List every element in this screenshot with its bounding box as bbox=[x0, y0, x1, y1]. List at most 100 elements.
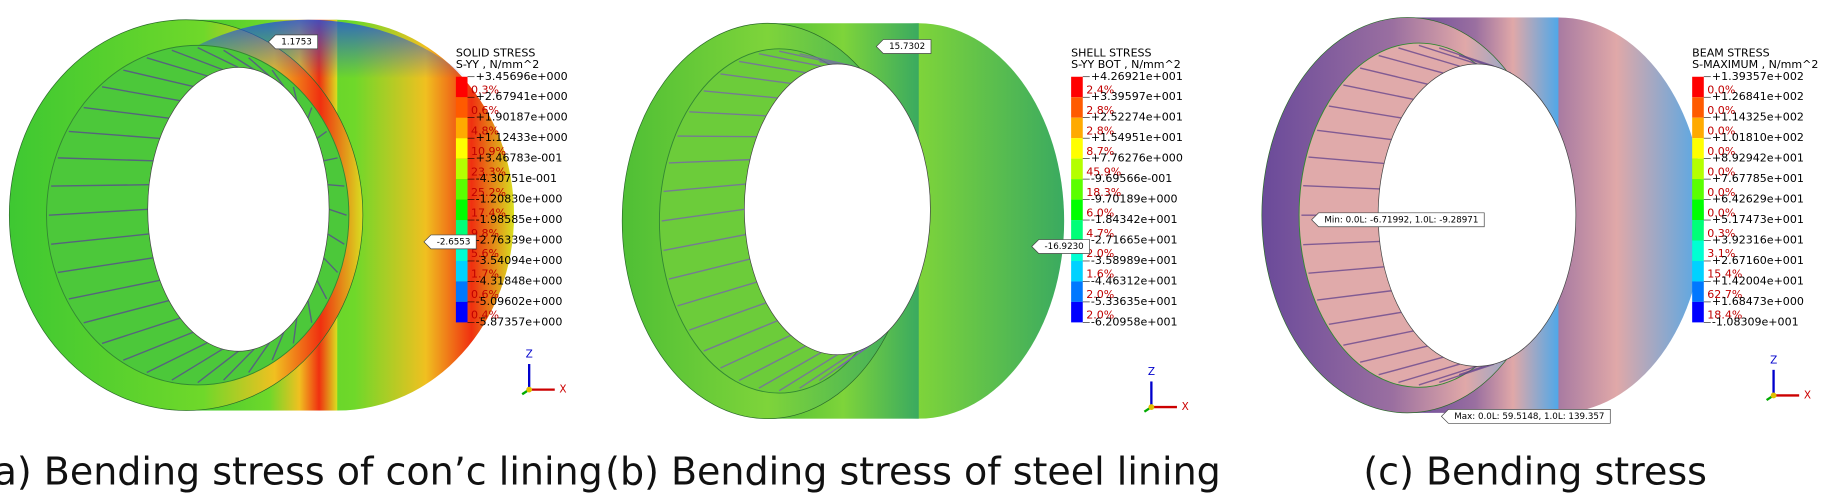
legend-band bbox=[1692, 199, 1704, 221]
legend-band bbox=[1071, 179, 1083, 200]
legend-percent: 0.0% bbox=[1707, 165, 1735, 178]
legend-percent: 0.0% bbox=[1707, 145, 1735, 158]
rib bbox=[1303, 184, 1380, 190]
rib bbox=[307, 107, 313, 119]
legend-value: -9.69566e-001 bbox=[1091, 172, 1172, 185]
legend-percent: 23.3% bbox=[471, 165, 506, 178]
rib bbox=[307, 300, 313, 323]
legend-percent: 2.4% bbox=[1086, 83, 1114, 96]
legend-value: -5.09602e+000 bbox=[476, 295, 563, 308]
rib bbox=[51, 184, 150, 187]
legend-band bbox=[1692, 158, 1704, 180]
legend-band bbox=[455, 158, 468, 180]
rib bbox=[677, 135, 757, 138]
legend-value: -4.46312e+001 bbox=[1091, 274, 1178, 287]
rib bbox=[123, 331, 194, 361]
legend-value: +1.54951e+001 bbox=[1091, 131, 1183, 144]
legend-band bbox=[1692, 301, 1704, 323]
rib bbox=[738, 345, 806, 382]
rib bbox=[703, 320, 778, 352]
legend-value: -3.58989e+001 bbox=[1091, 254, 1178, 267]
callout-box bbox=[1031, 239, 1090, 254]
legend-percent: 2.0% bbox=[1086, 247, 1114, 260]
legend-value: +1.42004e+001 bbox=[1712, 274, 1804, 287]
legend-band bbox=[1071, 97, 1083, 118]
rib bbox=[146, 57, 208, 77]
legend-value: +7.67785e+001 bbox=[1712, 172, 1804, 185]
callout-box bbox=[1311, 212, 1485, 228]
legend-percent: 8.7% bbox=[1086, 145, 1114, 158]
rib bbox=[677, 281, 757, 307]
legend-value: +4.26921e+001 bbox=[1091, 70, 1183, 83]
rib bbox=[1303, 240, 1380, 246]
legend-percent: 18.4% bbox=[1707, 309, 1742, 322]
rib bbox=[1359, 67, 1428, 85]
callout-box bbox=[268, 34, 318, 50]
axis-x-label: X bbox=[1804, 389, 1811, 401]
rib bbox=[758, 351, 822, 389]
legend-percent: 45.9% bbox=[1086, 165, 1121, 178]
legend-percent: 0.4% bbox=[471, 309, 499, 322]
rib bbox=[171, 49, 223, 71]
legend-value: +1.39357e+002 bbox=[1712, 70, 1804, 83]
legend-component: S-MAXIMUM , N/mm^2 bbox=[1692, 58, 1818, 71]
legend-value: +2.52274e+001 bbox=[1091, 111, 1183, 124]
legend-value: +2.67160e+001 bbox=[1712, 254, 1804, 267]
legend-percent: 3.1% bbox=[1707, 247, 1735, 260]
legend-component: S-YY , N/mm^2 bbox=[456, 58, 539, 71]
callout-label: -16.9230 bbox=[1045, 242, 1084, 252]
axis-origin bbox=[526, 386, 533, 393]
legend-value: -5.33635e+001 bbox=[1091, 295, 1178, 308]
rib bbox=[1398, 47, 1461, 67]
legend-percent: 0.6% bbox=[471, 104, 499, 117]
legend-percent: 9.8% bbox=[471, 227, 499, 240]
rib bbox=[779, 50, 838, 65]
rib bbox=[1359, 345, 1428, 363]
legend-value: +3.46783e-001 bbox=[476, 152, 563, 165]
rib bbox=[68, 279, 160, 300]
legend-value: +8.92942e+001 bbox=[1712, 152, 1804, 165]
rib bbox=[1328, 105, 1402, 119]
legend-band bbox=[455, 76, 468, 98]
callout-label: Min: 0.0L: -6.71992, 1.0L: -9.28971 bbox=[1324, 215, 1478, 225]
legend-value: -5.87357e+000 bbox=[476, 315, 563, 328]
legend-value: -1.08309e+001 bbox=[1712, 315, 1799, 328]
legend-value: +5.17473e+001 bbox=[1712, 213, 1804, 226]
rib bbox=[1398, 363, 1461, 384]
rib bbox=[688, 302, 767, 331]
legend-percent: 2.0% bbox=[1086, 288, 1114, 301]
rib bbox=[48, 208, 148, 216]
legend-value: +1.26841e+002 bbox=[1712, 90, 1804, 103]
legend-value: +1.68473e+000 bbox=[1712, 295, 1804, 308]
rib bbox=[1317, 290, 1392, 301]
opening bbox=[743, 63, 931, 356]
legend-percent: 0.0% bbox=[1707, 83, 1735, 96]
legend-value: -6.20958e+001 bbox=[1091, 315, 1178, 328]
legend-value: -1.84342e+001 bbox=[1091, 213, 1178, 226]
rib bbox=[223, 348, 255, 381]
legend-percent: 62.7% bbox=[1707, 288, 1742, 301]
rib bbox=[271, 331, 285, 361]
rib bbox=[51, 233, 150, 245]
rib bbox=[146, 342, 208, 374]
rib bbox=[197, 350, 239, 384]
rib bbox=[327, 184, 345, 187]
rib bbox=[1343, 84, 1414, 101]
rib bbox=[323, 157, 338, 162]
rib bbox=[327, 233, 345, 245]
rib bbox=[101, 86, 181, 102]
rib bbox=[271, 69, 285, 87]
legend-band bbox=[1692, 76, 1704, 98]
rib bbox=[123, 69, 194, 88]
legend-value: +1.14325e+002 bbox=[1712, 111, 1804, 124]
legend-percent: 0.3% bbox=[471, 83, 499, 96]
rib bbox=[292, 317, 298, 344]
rib bbox=[689, 111, 767, 117]
legend-band bbox=[455, 301, 468, 323]
legend-title: SHELL STRESS bbox=[1071, 46, 1151, 59]
legend-percent: 0.0% bbox=[1707, 124, 1735, 137]
legend-value: +1.90187e+000 bbox=[476, 111, 568, 124]
